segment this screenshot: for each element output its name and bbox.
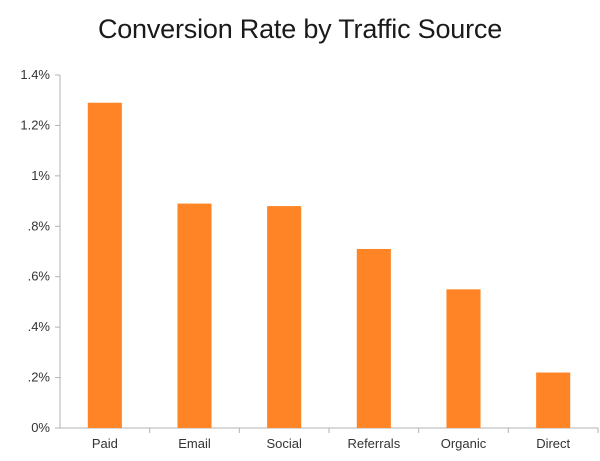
bar-paid (87, 102, 122, 428)
x-tick-label: Paid (92, 436, 118, 451)
y-tick-label: 1% (31, 168, 50, 183)
y-tick-label: .6% (28, 269, 51, 284)
y-tick-label: 0% (31, 420, 50, 435)
y-axis: 0% .2% .4% .6% .8% 1% 1.2% 1.4% (20, 67, 61, 435)
x-axis: Paid Email Social Referrals Organic Direct (60, 427, 599, 451)
x-tick-label: Referrals (347, 436, 400, 451)
y-tick-label: 1.4% (20, 67, 50, 82)
bar-email (177, 203, 212, 428)
bar-social (267, 206, 302, 428)
y-tick-label: .2% (28, 370, 51, 385)
bar-direct (536, 372, 571, 428)
chart-title: Conversion Rate by Traffic Source (97, 14, 503, 44)
y-tick-label: .4% (28, 319, 51, 334)
bars (87, 102, 571, 428)
bar-organic (446, 289, 481, 428)
x-tick-label: Organic (441, 436, 487, 451)
bar-referrals (356, 248, 391, 428)
x-tick-label: Social (266, 436, 302, 451)
y-tick-label: .8% (28, 218, 51, 233)
x-tick-label: Email (178, 436, 211, 451)
x-tick-label: Direct (536, 436, 570, 451)
y-tick-label: 1.2% (20, 117, 50, 132)
